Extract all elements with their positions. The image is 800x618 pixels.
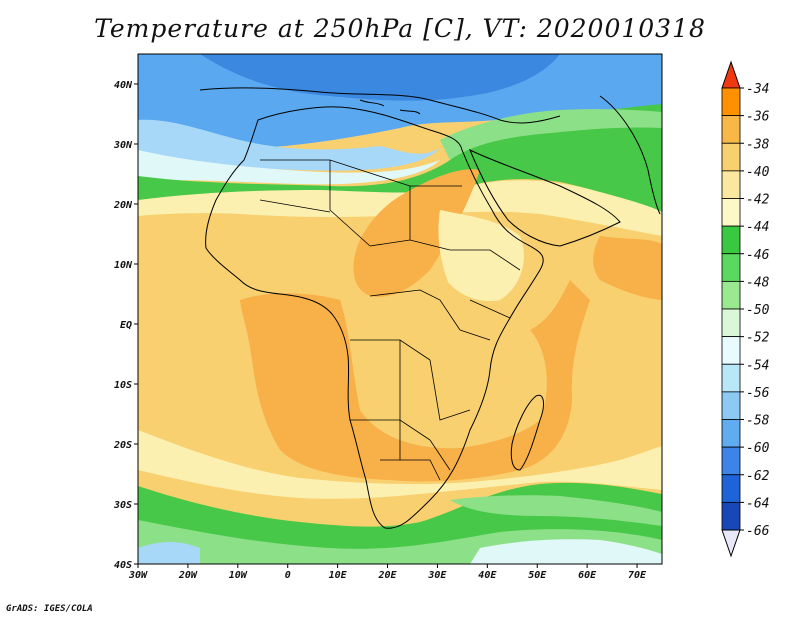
colorbar-label: -66	[746, 524, 770, 539]
longitude-axis: 30W 20W 10W 0 10E 20E 30E 40E 50E 60E 70E	[128, 564, 647, 581]
plot-title: Temperature at 250hPa [C], VT: 202001031…	[94, 14, 706, 43]
colorbar-label: -42	[746, 193, 770, 208]
lat-tick-label: 40S	[114, 560, 132, 571]
lat-tick-label: EQ	[120, 320, 132, 331]
colorbar-label: -48	[746, 275, 770, 290]
colorbar-segment	[721, 419, 741, 448]
colorbar-segment	[721, 308, 741, 338]
colorbar-segment	[721, 142, 741, 172]
lon-tick-label: 50E	[528, 570, 547, 581]
field-north-lightgreen	[440, 109, 662, 160]
colorbar: -34 -36 -38 -40 -42 -44 -46 -48 -50 -52 -54 -56 -58 -…	[721, 60, 770, 558]
lon-tick-label: 20E	[377, 570, 397, 581]
colorbar-segment	[721, 280, 741, 310]
colorbar-label: -34	[746, 82, 769, 97]
lon-tick-label: 10W	[229, 570, 248, 581]
field-north-bluedark	[200, 54, 560, 101]
temperature-field	[138, 54, 662, 564]
colorbar-segment	[721, 501, 741, 531]
border-lines-central	[350, 289, 471, 441]
colorbar-segment	[721, 474, 741, 503]
colorbar-label: -62	[746, 469, 770, 484]
lat-tick-label: 40N	[114, 80, 133, 91]
colorbar-label: -50	[746, 303, 770, 318]
colorbar-label: -46	[746, 248, 770, 263]
colorbar-segment	[721, 115, 741, 144]
lat-tick-label: 10S	[114, 380, 132, 391]
field-south-cyan	[470, 539, 662, 564]
colorbar-label: -64	[746, 496, 769, 511]
colorbar-label: -38	[746, 137, 770, 152]
colorbar-label: -44	[746, 220, 769, 235]
arabia-coast	[469, 148, 621, 247]
lat-tick-label: 10N	[114, 260, 133, 271]
lat-tick-label: 20N	[113, 200, 133, 211]
field-paleyellow-horn	[438, 210, 524, 302]
lat-tick-label: 20S	[113, 440, 132, 451]
colorbar-label: -52	[746, 331, 770, 346]
border-lines-north	[259, 159, 462, 251]
lat-tick-label: 30S	[113, 500, 132, 511]
field-south-lightgreen2	[450, 495, 662, 526]
country-borders	[259, 159, 521, 481]
colorbar-label: -58	[746, 414, 770, 429]
colorbar-label: -60	[746, 441, 770, 456]
colorbar-bottom-arrow	[721, 529, 741, 558]
field-south-paleyellow	[138, 430, 662, 499]
lon-tick-label: 20W	[178, 570, 198, 581]
lon-tick-label: 40E	[478, 570, 497, 581]
colorbar-segment	[721, 170, 741, 199]
colorbar-segment	[721, 87, 741, 117]
field-north-lightblue	[138, 119, 440, 171]
africa-coast	[205, 106, 544, 529]
coastlines	[199, 87, 661, 529]
madagascar-coast	[510, 394, 544, 471]
border-lines-south	[380, 420, 451, 481]
colorbar-label: -40	[746, 165, 770, 180]
lon-tick-label: 30E	[427, 570, 447, 581]
latitude-axis: 40N 30N 20N 10N EQ 10S 20S 30S 40S	[113, 80, 138, 571]
lon-tick-label: 10E	[329, 570, 348, 581]
colorbar-label: -54	[746, 358, 769, 373]
med-islands	[359, 99, 421, 115]
colorbar-label: -56	[746, 386, 770, 401]
colorbar-segment	[721, 391, 741, 420]
lon-tick-label: 30W	[128, 570, 148, 581]
field-warm-east	[593, 236, 662, 300]
colorbar-top-arrow	[721, 60, 741, 89]
colorbar-label: -36	[746, 110, 770, 125]
field-warm-sahara	[353, 169, 480, 297]
lat-tick-label: 30N	[113, 140, 133, 151]
lon-tick-label: 70E	[628, 570, 647, 581]
colorbar-segment	[721, 253, 741, 282]
field-warm-atlantic	[240, 280, 590, 482]
plot-frame	[137, 53, 663, 565]
india-coast	[599, 95, 661, 215]
field-south-blue	[138, 542, 200, 564]
colorbar-segment	[721, 198, 741, 227]
europe-coast	[199, 87, 561, 124]
lon-tick-label: 60E	[578, 570, 597, 581]
grads-credit: GrADS: IGES/COLA	[6, 604, 93, 614]
lon-tick-label: 0	[285, 570, 291, 581]
colorbar-segment	[721, 446, 741, 476]
colorbar-segment	[721, 225, 741, 255]
border-lines-east	[450, 249, 521, 341]
field-north-cyan	[138, 150, 440, 185]
colorbar-segment	[721, 336, 741, 365]
colorbar-segment	[721, 363, 741, 393]
